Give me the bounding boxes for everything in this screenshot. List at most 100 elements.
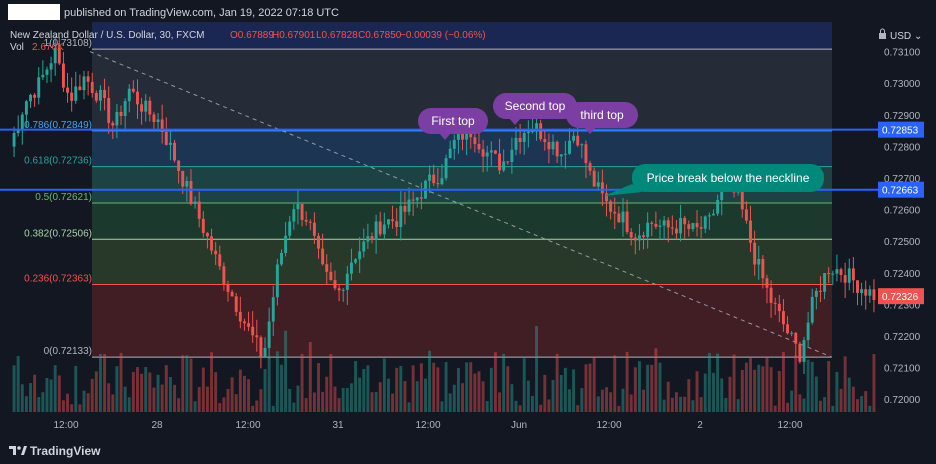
- candle-body: [489, 150, 493, 153]
- candle-body: [345, 273, 349, 290]
- volume-bar: [724, 397, 728, 412]
- candle-body: [827, 273, 831, 275]
- candle-body: [45, 69, 49, 75]
- volume-bar: [732, 354, 736, 412]
- candle-body: [164, 131, 168, 145]
- volume-bar: [308, 342, 312, 412]
- volume-bar: [218, 403, 222, 412]
- time-axis[interactable]: [0, 415, 936, 435]
- callout[interactable]: third top: [566, 102, 638, 134]
- callout-bubble[interactable]: [566, 102, 638, 128]
- candle-body: [518, 137, 522, 143]
- volume-bar: [20, 384, 24, 412]
- callout-bubble[interactable]: [632, 164, 824, 192]
- candle-body: [703, 216, 707, 229]
- volume-bar: [440, 401, 444, 412]
- volume-bar: [53, 365, 57, 412]
- chevron-down-icon[interactable]: ⌄: [914, 31, 922, 42]
- volume-bar: [695, 371, 699, 412]
- y-tick-label: 0.72600: [884, 206, 921, 217]
- callout-bubble[interactable]: [493, 93, 577, 119]
- candle-body: [621, 211, 625, 223]
- candle-body: [197, 201, 201, 219]
- volume-bar: [349, 383, 353, 412]
- candle-body: [823, 273, 827, 292]
- symbol-title[interactable]: New Zealand Dollar / U.S. Dollar, 30, FX…: [10, 30, 205, 41]
- y-tick-label: 0.72800: [884, 142, 921, 153]
- volume-bar: [872, 354, 876, 412]
- price-axis[interactable]: [878, 20, 936, 420]
- candle-body: [461, 129, 464, 140]
- y-tick-label: 0.73000: [884, 79, 921, 90]
- volume-bar: [522, 358, 526, 412]
- volume-bar: [205, 386, 209, 412]
- candle-body: [70, 92, 74, 101]
- volume-bar: [312, 392, 316, 412]
- candle-body: [238, 311, 242, 322]
- candle-body: [691, 223, 695, 230]
- volume-bar: [736, 399, 740, 412]
- trend-line: [89, 51, 833, 358]
- candle-body: [580, 144, 584, 146]
- candle-body: [156, 119, 160, 122]
- candle-body: [633, 237, 637, 241]
- candle-body: [374, 221, 378, 240]
- callout-text: Price break below the neckline: [647, 171, 810, 185]
- candle-body: [814, 290, 818, 297]
- volume-bar: [477, 371, 481, 412]
- candle-body: [387, 219, 390, 225]
- candle-body: [448, 148, 452, 159]
- volume-bar: [465, 362, 469, 412]
- volume-bar: [304, 398, 308, 412]
- volume-bar: [370, 392, 374, 412]
- candle-body: [49, 63, 53, 70]
- candle-body: [526, 131, 530, 134]
- volume-bar: [650, 364, 654, 412]
- candle-body: [131, 88, 135, 92]
- candle-body: [444, 158, 448, 179]
- volume-bar: [333, 386, 337, 412]
- volume-bar: [831, 405, 835, 412]
- candle-body: [247, 323, 251, 327]
- volume-bar: [29, 383, 32, 412]
- volume-bar: [654, 348, 658, 412]
- candle-body: [798, 343, 802, 362]
- volume-bar: [366, 365, 370, 412]
- currency-button[interactable]: USD: [890, 31, 911, 42]
- volume-bar: [415, 381, 419, 412]
- callout[interactable]: First top: [418, 108, 488, 140]
- volume-bar: [317, 363, 320, 412]
- candle-body: [177, 160, 181, 172]
- volume-bar: [127, 397, 131, 412]
- volume-bar: [712, 372, 715, 412]
- candle-body: [699, 227, 703, 229]
- volume-bar: [107, 383, 111, 412]
- callout[interactable]: Second top: [493, 93, 577, 125]
- candle-body: [201, 218, 205, 233]
- candle-body: [613, 211, 617, 214]
- candle-body: [103, 89, 107, 99]
- volume-bar: [621, 388, 625, 412]
- candle-body: [547, 142, 551, 150]
- ohlc-value: O0.67889: [230, 30, 274, 41]
- volume-bar: [753, 369, 757, 412]
- author-name-redacted: [8, 4, 60, 20]
- volume-bar: [584, 364, 588, 412]
- ohlc-value: −0.00039 (−0.06%): [400, 30, 486, 41]
- candle-body: [502, 161, 506, 171]
- fib-level-label: 0.382(0.72506): [24, 228, 92, 239]
- volume-bar: [790, 390, 794, 412]
- y-tick-label: 0.72000: [884, 395, 921, 406]
- volume-bar: [798, 394, 802, 412]
- lock-icon[interactable]: [879, 28, 886, 39]
- callout-bubble[interactable]: [418, 108, 488, 134]
- candle-body: [568, 140, 571, 154]
- volume-bar: [744, 362, 748, 412]
- candle-body: [341, 289, 345, 291]
- y-tick-label: 0.72400: [884, 269, 921, 280]
- candle-body: [337, 288, 341, 291]
- volume-bar: [234, 394, 238, 412]
- callout[interactable]: Price break below the neckline: [604, 164, 824, 196]
- volume-bar: [247, 379, 251, 412]
